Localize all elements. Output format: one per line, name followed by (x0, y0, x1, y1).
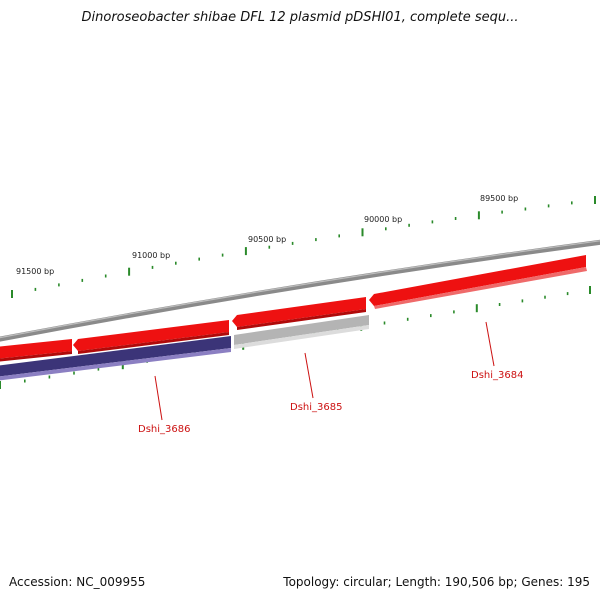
gene-bar-dshi-3686[interactable] (0, 336, 231, 381)
gene-label-dshi-3685[interactable]: Dshi_3685 (290, 402, 342, 413)
gene-label-dshi-3684[interactable]: Dshi_3684 (471, 370, 523, 381)
leader-line-dshi-3684 (485, 321, 495, 367)
scale-label-90500: 90500 bp (248, 235, 286, 244)
scale-label-91500: 91500 bp (16, 267, 54, 276)
summary-text: Topology: circular; Length: 190,506 bp; … (283, 575, 590, 589)
leader-line-dshi-3686 (154, 375, 163, 421)
scale-label-90000: 90000 bp (364, 215, 402, 224)
scale-label-91000: 91000 bp (132, 251, 170, 260)
gene-label-dshi-3686[interactable]: Dshi_3686 (138, 424, 190, 435)
map-title: Dinoroseobacter shibae DFL 12 plasmid pD… (81, 10, 519, 25)
leader-line-dshi-3685 (304, 352, 314, 399)
scale-label-89500: 89500 bp (480, 194, 518, 203)
gene-arrow-dshi-3684[interactable] (369, 255, 587, 309)
gene-bar-dshi-3685[interactable] (234, 315, 369, 349)
plasmid-backbone (0, 239, 600, 342)
outer-scale-ticks (11, 196, 596, 298)
accession-text: Accession: NC_009955 (9, 575, 146, 589)
gene-arrow-middle[interactable] (232, 297, 366, 330)
gene-arrow-left-1[interactable] (0, 339, 72, 362)
plasmid-backbone-highlight (0, 240, 600, 339)
gene-arrow-left-2[interactable] (73, 320, 229, 354)
